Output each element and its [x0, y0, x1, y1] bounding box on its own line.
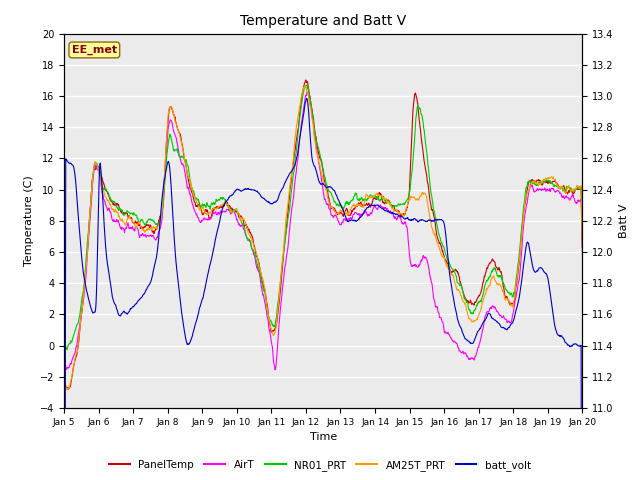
AirT: [129, 225, 136, 230]
PanelTemp: [148, 227, 156, 233]
AirT: [344, 216, 352, 222]
AM25T_PRT: [129, 219, 137, 225]
AirT: [147, 233, 155, 239]
AM25T_PRT: [60, 362, 68, 368]
AM25T_PRT: [63, 386, 71, 392]
AM25T_PRT: [333, 210, 341, 216]
PanelTemp: [60, 363, 68, 369]
PanelTemp: [333, 210, 341, 216]
NR01_PRT: [129, 212, 137, 218]
AirT: [579, 251, 586, 256]
NR01_PRT: [148, 217, 156, 223]
NR01_PRT: [579, 243, 586, 249]
Line: AirT: AirT: [64, 92, 582, 370]
batt_volt: [333, 193, 340, 199]
X-axis label: Time: Time: [310, 432, 337, 442]
PanelTemp: [579, 245, 586, 251]
PanelTemp: [302, 77, 310, 83]
Line: AM25T_PRT: AM25T_PRT: [64, 86, 582, 389]
AirT: [235, 222, 243, 228]
AM25T_PRT: [236, 210, 243, 216]
Legend: PanelTemp, AirT, NR01_PRT, AM25T_PRT, batt_volt: PanelTemp, AirT, NR01_PRT, AM25T_PRT, ba…: [105, 456, 535, 475]
NR01_PRT: [303, 82, 311, 88]
AirT: [271, 367, 279, 372]
AM25T_PRT: [579, 240, 586, 246]
NR01_PRT: [60, 342, 68, 348]
batt_volt: [344, 218, 351, 224]
PanelTemp: [129, 220, 137, 226]
NR01_PRT: [236, 212, 243, 217]
PanelTemp: [285, 194, 293, 200]
AirT: [60, 352, 68, 358]
NR01_PRT: [63, 347, 71, 352]
AirT: [333, 216, 341, 221]
Line: PanelTemp: PanelTemp: [64, 80, 582, 390]
AM25T_PRT: [344, 211, 352, 216]
Line: NR01_PRT: NR01_PRT: [64, 85, 582, 349]
PanelTemp: [344, 209, 352, 215]
Line: batt_volt: batt_volt: [64, 98, 582, 480]
PanelTemp: [64, 387, 72, 393]
NR01_PRT: [333, 202, 341, 207]
AM25T_PRT: [301, 83, 309, 89]
NR01_PRT: [285, 208, 293, 214]
batt_volt: [303, 96, 310, 101]
NR01_PRT: [344, 201, 352, 207]
batt_volt: [235, 187, 243, 193]
batt_volt: [285, 172, 292, 178]
AM25T_PRT: [148, 227, 156, 233]
Text: EE_met: EE_met: [72, 45, 117, 55]
Y-axis label: Temperature (C): Temperature (C): [24, 175, 35, 266]
batt_volt: [129, 304, 136, 310]
PanelTemp: [236, 214, 243, 219]
AirT: [303, 89, 311, 95]
Y-axis label: Batt V: Batt V: [620, 204, 629, 238]
Title: Temperature and Batt V: Temperature and Batt V: [240, 14, 406, 28]
AirT: [285, 229, 293, 235]
batt_volt: [147, 277, 155, 283]
AM25T_PRT: [285, 190, 293, 195]
